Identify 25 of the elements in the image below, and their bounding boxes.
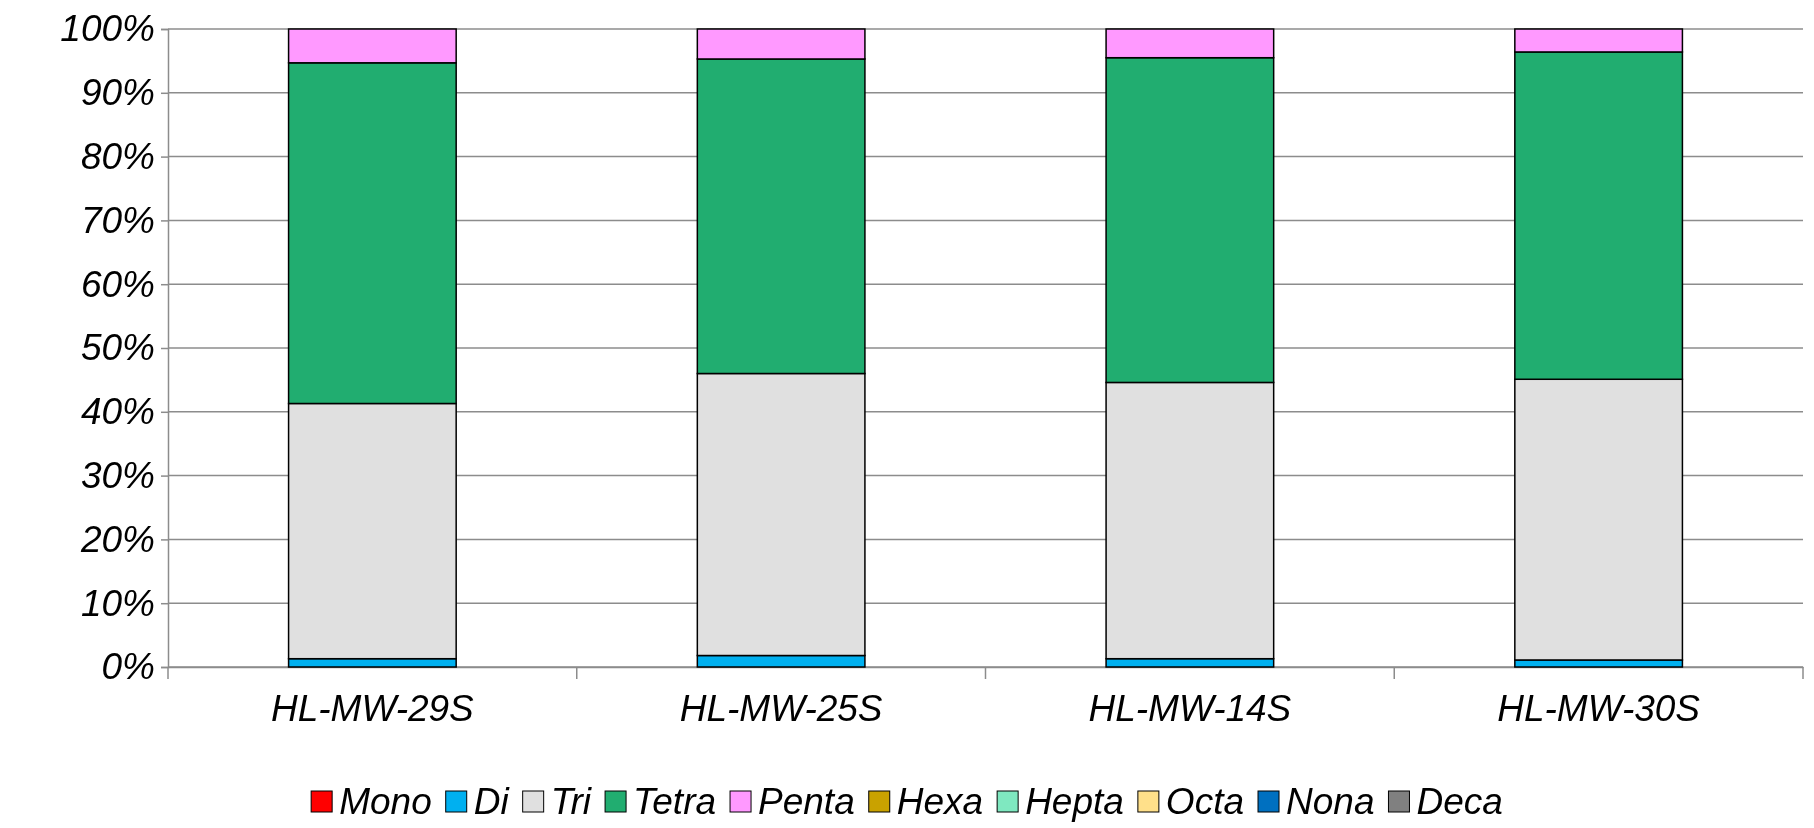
y-tick-label: 20%	[79, 518, 155, 560]
x-tick-label: HL-MW-29S	[270, 688, 475, 730]
legend-label: Penta	[758, 781, 855, 822]
legend-label: Tri	[550, 781, 593, 822]
x-tick-label: HL-MW-25S	[679, 688, 883, 730]
y-tick-label: 70%	[80, 199, 155, 241]
legend-label: Octa	[1165, 781, 1245, 822]
legend-label: Deca	[1416, 781, 1503, 822]
y-tick-label: 0%	[101, 646, 155, 688]
legend-label: Nona	[1286, 781, 1375, 822]
legend-label: Hepta	[1025, 781, 1124, 822]
legend-label: Di	[473, 781, 511, 822]
y-tick-label: 30%	[80, 454, 155, 496]
x-tick-label: HL-MW-30S	[1497, 688, 1701, 730]
legend-label: Hexa	[896, 781, 984, 822]
x-tick-label: HL-MW-14S	[1088, 688, 1292, 730]
y-tick-label: 50%	[80, 327, 155, 369]
y-tick-label: 80%	[80, 135, 155, 177]
y-tick-label: 90%	[80, 72, 155, 114]
y-tick-label: 60%	[80, 263, 155, 305]
y-tick-label: 10%	[80, 582, 155, 624]
y-tick-label: 40%	[80, 391, 155, 433]
legend-label: Tetra	[633, 781, 717, 822]
legend-label: Mono	[339, 781, 432, 822]
y-tick-label: 100%	[60, 8, 155, 50]
